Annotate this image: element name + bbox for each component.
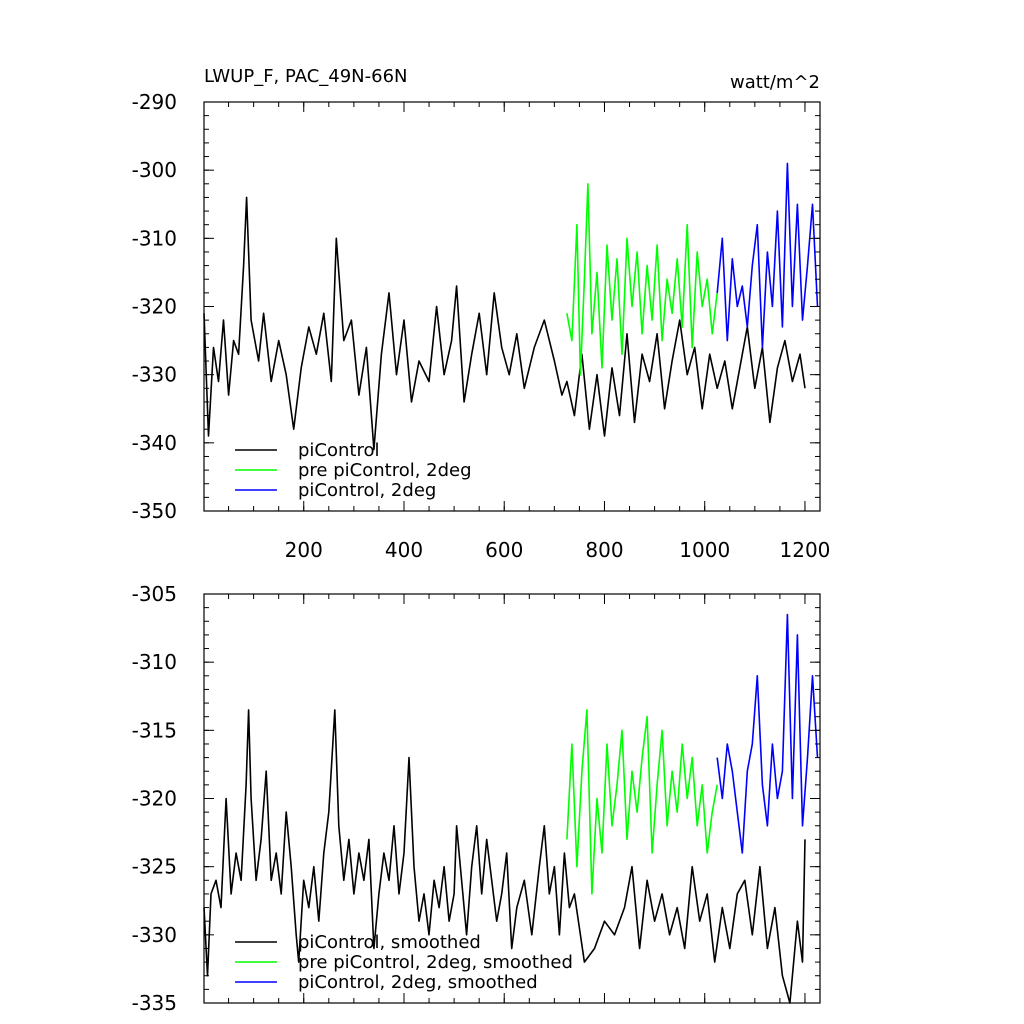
y-tick-label: -330 — [132, 363, 177, 387]
x-tick-label: 800 — [585, 538, 623, 562]
series-line-1 — [566, 709, 718, 895]
y-tick-label: -290 — [132, 90, 177, 114]
y-tick-label: -335 — [132, 991, 177, 1015]
y-tick-label: -300 — [132, 158, 177, 182]
y-tick-label: -325 — [132, 855, 177, 879]
y-tick-label: -310 — [132, 650, 177, 674]
units-label: watt/m^2 — [730, 72, 820, 93]
legend-label: piControl, smoothed — [298, 932, 481, 953]
y-tick-label: -315 — [132, 718, 177, 742]
y-tick-label: -305 — [132, 582, 177, 606]
series-line-0 — [203, 196, 806, 451]
x-tick-label: 1200 — [780, 538, 831, 562]
series-line-0 — [203, 709, 806, 1004]
y-tick-label: -320 — [132, 787, 177, 811]
series-line-1 — [566, 183, 718, 376]
y-tick-label: -320 — [132, 295, 177, 319]
y-tick-label: -330 — [132, 923, 177, 947]
legend-label: pre piControl, 2deg, smoothed — [298, 952, 573, 973]
plot-frame — [203, 101, 821, 512]
y-tick-label: -310 — [132, 226, 177, 250]
legend-label: piControl, 2deg — [298, 480, 436, 501]
panel-bottom: -305 -310 -315 -320 -325 -330 -335 piControl, s… — [132, 582, 821, 1015]
y-tick-label: -340 — [132, 431, 177, 455]
legend-label: piControl — [298, 440, 380, 461]
y-tick-label: -350 — [132, 499, 177, 523]
legend-label: pre piControl, 2deg — [298, 460, 472, 481]
series-line-2 — [716, 162, 819, 349]
x-tick-label: 200 — [285, 538, 323, 562]
x-tick-label: 600 — [485, 538, 523, 562]
panel-top: -290 -300 -310 -320 -330 -340 -350 200 400 600 800… — [132, 66, 831, 562]
legend-label: piControl, 2deg, smoothed — [298, 972, 538, 993]
series-line-2 — [716, 613, 819, 854]
x-tick-label: 1000 — [679, 538, 730, 562]
x-tick-label: 400 — [385, 538, 423, 562]
chart-title: LWUP_F, PAC_49N-66N — [204, 66, 408, 87]
